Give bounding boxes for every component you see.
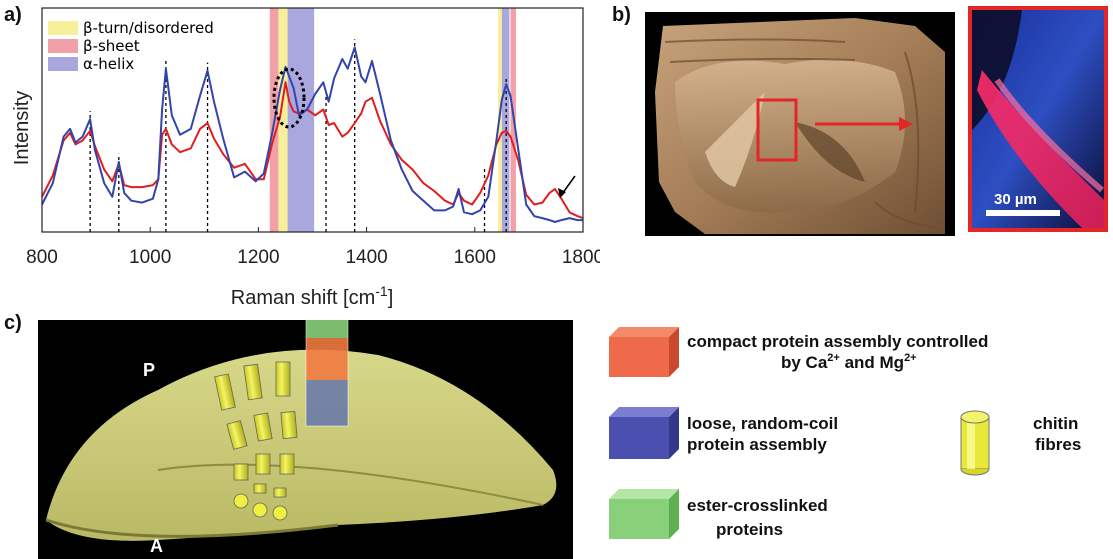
chitin-fibre-array <box>214 361 298 521</box>
legend-swatch-beta-turn <box>48 21 78 35</box>
highlight-ellipse <box>272 67 306 129</box>
scale-bar-label: 30 µm <box>994 191 1037 208</box>
label-posterior: P <box>143 360 155 380</box>
shell-render-image <box>655 18 945 234</box>
cube-blue-icon <box>609 407 679 459</box>
legend-blue-line2: protein assembly <box>687 435 827 454</box>
x-tick-label-3: 1400 <box>345 247 387 268</box>
band-1 <box>278 8 288 232</box>
band-layer <box>269 8 516 232</box>
scale-bar <box>986 210 1060 216</box>
series-line-1 <box>41 46 583 223</box>
shell-model-image: P A <box>45 320 557 556</box>
fluorescence-image: 30 µm <box>972 10 1104 228</box>
selection-box <box>756 98 798 162</box>
x-axis-title: Raman shift [cm-1] <box>231 283 394 309</box>
chitin-cylinder-icon <box>960 410 990 476</box>
legend-chitin-line1: chitin <box>1033 414 1078 433</box>
legend-green-line1: ester-crosslinked <box>687 496 828 515</box>
series-line-0 <box>41 81 584 220</box>
structure-legend: compact protein assembly controlled by C… <box>609 327 1081 539</box>
legend-chitin-line2: fibres <box>1035 435 1081 454</box>
raman-spectrum-chart: 800 1000 1200 1400 1600 1800 β-turn/disordere… <box>11 7 600 309</box>
x-tick-label-1: 1000 <box>129 247 171 268</box>
panel-label-a: a) <box>4 4 22 26</box>
legend-red-line1: compact protein assembly controlled <box>687 332 988 351</box>
layer-red <box>306 338 348 380</box>
legend-label-beta-turn: β-turn/disordered <box>83 19 214 37</box>
tick-layer: 800 1000 1200 1400 1600 1800 <box>26 227 600 268</box>
x-tick-label-0: 800 <box>26 247 58 268</box>
x-tick-label-2: 1200 <box>237 247 279 268</box>
legend-label-beta-sheet: β-sheet <box>83 37 140 55</box>
layer-blue <box>306 380 348 426</box>
chart-legend: β-turn/disordered β-sheet α-helix <box>48 19 214 73</box>
x-tick-label-5: 1800 <box>562 247 600 268</box>
panel-label-c: c) <box>4 312 22 334</box>
legend-green-line2: proteins <box>716 520 783 539</box>
fluorescence-zoom: 30 µm <box>968 6 1108 232</box>
cube-green-icon <box>609 489 679 539</box>
label-anterior: A <box>150 536 163 556</box>
series-layer <box>41 46 584 223</box>
legend-label-alpha-helix: α-helix <box>83 55 134 73</box>
legend-swatch-beta-sheet <box>48 39 78 53</box>
x-tick-label-4: 1600 <box>454 247 496 268</box>
band-2 <box>287 8 315 232</box>
shell-3d-render <box>645 12 955 236</box>
legend-red-line2: by Ca2+ and Mg2+ <box>781 352 917 372</box>
legend-swatch-alpha-helix <box>48 57 78 71</box>
legend-blue-line1: loose, random-coil <box>687 414 838 433</box>
panel-label-b: b) <box>612 4 631 26</box>
cube-red-icon <box>609 327 679 377</box>
shell-model-render: P A <box>38 320 573 559</box>
annotation-arrow <box>558 175 576 198</box>
y-axis-title: Intensity <box>11 91 33 165</box>
plot-frame <box>41 7 584 233</box>
band-4 <box>501 8 510 232</box>
